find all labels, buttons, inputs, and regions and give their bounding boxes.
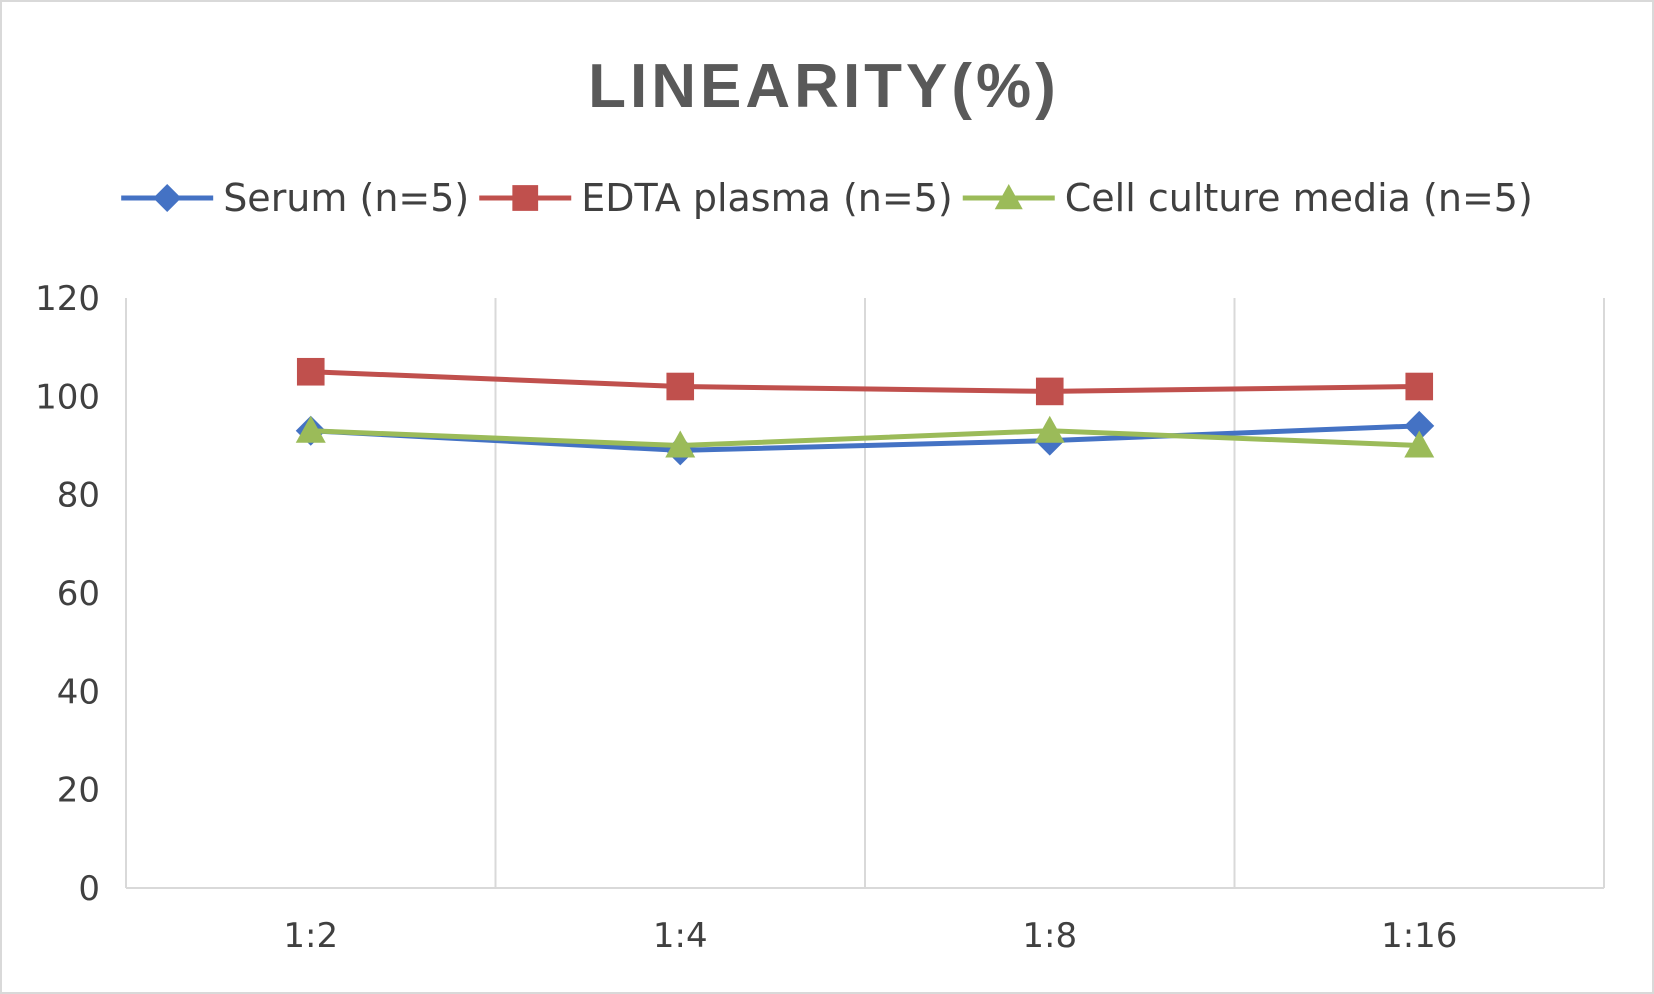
- data-point: [1404, 430, 1435, 458]
- data-point: [1035, 377, 1064, 406]
- axes: 0 20 40 60 80 100 120 1:2 1:4 1:8 1:16: [35, 279, 1604, 956]
- y-tick-label: 60: [57, 574, 100, 614]
- y-tick-label: 100: [35, 377, 100, 417]
- data-point: [1404, 410, 1435, 441]
- y-tick-label: 120: [35, 279, 100, 319]
- data-point: [665, 430, 696, 458]
- series-1: [296, 357, 1434, 406]
- legend-item: EDTA plasma (n=5): [479, 176, 953, 220]
- data-point: [512, 185, 539, 211]
- y-tick-label: 20: [57, 771, 100, 811]
- legend-item: Serum (n=5): [121, 176, 469, 220]
- data-point: [153, 184, 182, 212]
- legend-label: Cell culture media (n=5): [1065, 176, 1533, 220]
- series-layer: [295, 357, 1435, 466]
- data-point: [994, 184, 1023, 210]
- y-tick-label: 40: [57, 672, 100, 712]
- series-line: [310, 369, 1420, 394]
- legend-label: EDTA plasma (n=5): [581, 176, 953, 220]
- x-tick-label: 1:8: [1022, 916, 1077, 956]
- series-2: [295, 415, 1435, 458]
- legend: Serum (n=5) EDTA plasma (n=5) Cell culture…: [121, 176, 1533, 220]
- grid: [125, 298, 1605, 888]
- x-tick-label: 1:2: [283, 916, 338, 956]
- x-tick-label: 1:16: [1381, 916, 1457, 956]
- data-point: [666, 372, 695, 401]
- legend-label: Serum (n=5): [223, 176, 469, 220]
- data-point: [295, 415, 326, 443]
- data-point: [1034, 415, 1065, 443]
- y-tick-label: 0: [78, 869, 100, 909]
- y-tick-label: 80: [57, 476, 100, 516]
- x-tick-label: 1:4: [653, 916, 708, 956]
- legend-item: Cell culture media (n=5): [962, 176, 1533, 220]
- series-line: [310, 428, 1420, 448]
- chart-title: LINEARITY(%): [588, 52, 1060, 121]
- data-point: [1405, 372, 1434, 401]
- data-point: [296, 357, 325, 386]
